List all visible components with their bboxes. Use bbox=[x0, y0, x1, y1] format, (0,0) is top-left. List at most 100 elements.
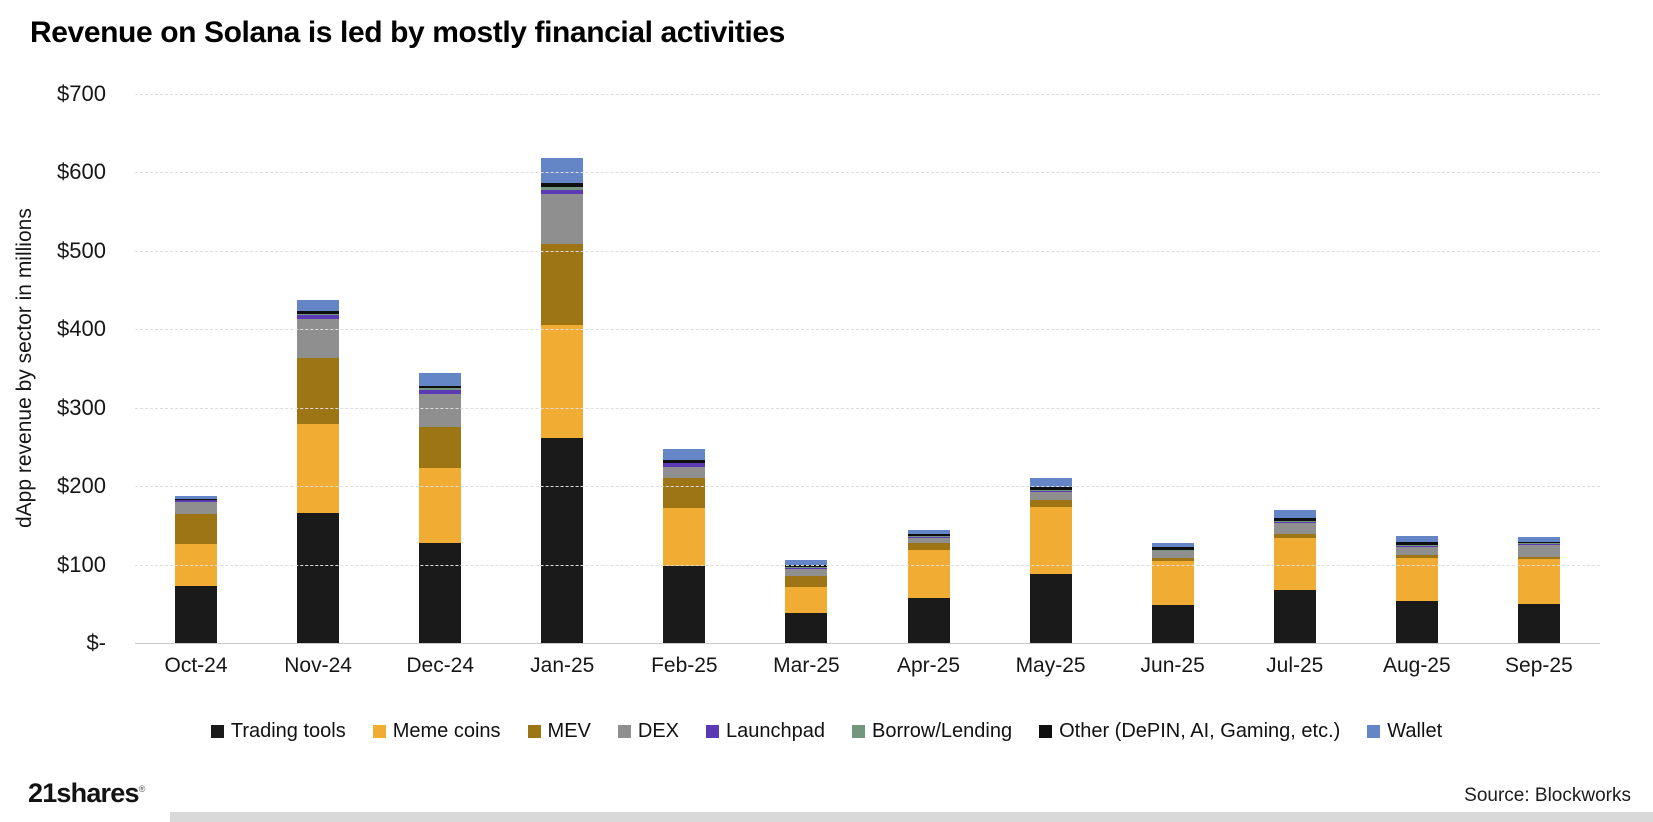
x-tick-label-Dec-24: Dec-24 bbox=[406, 654, 475, 677]
legend-item-dex: DEX bbox=[617, 720, 679, 743]
bar-segment-Jan-25-wallet bbox=[541, 158, 584, 184]
legend-swatch-icon bbox=[210, 725, 224, 738]
bar-segment-Feb-25-wallet bbox=[663, 449, 706, 460]
bar-Oct-24 bbox=[175, 495, 218, 643]
bar-segment-Sep-25-meme-coins bbox=[1517, 559, 1560, 604]
legend-swatch-icon bbox=[527, 725, 541, 738]
bar-segment-Sep-25-launchpad bbox=[1517, 544, 1560, 545]
bar-segment-May-25-launchpad bbox=[1029, 490, 1072, 492]
bar-segment-Nov-24-launchpad bbox=[297, 315, 340, 320]
gridline-400 bbox=[135, 329, 1600, 331]
bar-segment-Apr-25-trading-tools bbox=[907, 598, 950, 643]
gridline-600 bbox=[135, 172, 1600, 174]
legend-swatch-icon bbox=[706, 725, 720, 738]
bar-Apr-25 bbox=[907, 530, 950, 643]
bar-segment-Mar-25-borrow-lending bbox=[785, 566, 828, 568]
bar-segment-Jul-25-borrow-lending bbox=[1273, 521, 1316, 523]
bar-segment-Dec-24-launchpad bbox=[419, 389, 462, 394]
legend-swatch-icon bbox=[617, 725, 631, 738]
bars-container bbox=[135, 94, 1600, 643]
bar-segment-Aug-25-trading-tools bbox=[1395, 601, 1438, 643]
x-tick-label-Oct-24: Oct-24 bbox=[164, 654, 228, 677]
bar-slot-Jan-25 bbox=[501, 94, 623, 643]
y-tick-label-200: $200 bbox=[57, 473, 106, 499]
legend-item-launchpad: Launchpad bbox=[706, 720, 825, 743]
x-tick-label-Sep-25: Sep-25 bbox=[1505, 654, 1573, 677]
bar-segment-Jun-25-dex bbox=[1151, 551, 1194, 559]
bar-Dec-24 bbox=[419, 373, 462, 643]
bar-segment-Dec-24-trading-tools bbox=[419, 543, 462, 643]
bar-slot-Sep-25 bbox=[1478, 94, 1600, 643]
bar-segment-Jul-25-wallet bbox=[1273, 509, 1316, 519]
bar-segment-Sep-25-mev bbox=[1517, 556, 1560, 560]
bar-slot-Mar-25 bbox=[745, 94, 867, 643]
bar-segment-Jan-25-launchpad bbox=[541, 189, 584, 194]
gridline-200 bbox=[135, 486, 1600, 488]
bar-segment-Feb-25-launchpad bbox=[663, 463, 706, 468]
legend-swatch-icon bbox=[372, 725, 386, 738]
bar-segment-Nov-24-borrow-lending bbox=[297, 313, 340, 316]
bar-segment-Nov-24-trading-tools bbox=[297, 512, 340, 643]
bar-segment-Apr-25-mev bbox=[907, 543, 950, 551]
bar-segment-Nov-24-dex bbox=[297, 319, 340, 358]
x-tick-label-May-25: May-25 bbox=[1015, 654, 1086, 677]
x-tick-label-Jan-25: Jan-25 bbox=[530, 654, 595, 677]
bar-segment-Aug-25-mev bbox=[1395, 555, 1438, 559]
legend-item-borrow-lending: Borrow/Lending bbox=[852, 720, 1012, 743]
bar-segment-Feb-25-other-depin-ai-gaming-etc- bbox=[663, 459, 706, 463]
bar-segment-Feb-25-mev bbox=[663, 478, 706, 509]
bar-segment-Apr-25-other-depin-ai-gaming-etc- bbox=[907, 534, 950, 537]
bar-segment-Oct-24-borrow-lending bbox=[175, 499, 218, 501]
bar-segment-Mar-25-meme-coins bbox=[785, 586, 828, 614]
x-tick-label-Jul-25: Jul-25 bbox=[1266, 654, 1324, 677]
legend-item-wallet: Wallet bbox=[1367, 720, 1442, 743]
bar-Aug-25 bbox=[1395, 536, 1438, 643]
bar-slot-Dec-24 bbox=[379, 94, 501, 643]
bar-segment-May-25-wallet bbox=[1029, 477, 1072, 487]
bar-slot-May-25 bbox=[990, 94, 1112, 643]
legend-label: Meme coins bbox=[392, 720, 501, 742]
bar-segment-Jun-25-meme-coins bbox=[1151, 561, 1194, 606]
x-tick-label-Aug-25: Aug-25 bbox=[1382, 654, 1451, 677]
gridline-300 bbox=[135, 407, 1600, 409]
x-axis-tick-labels: Oct-24 Nov-24 Dec-24 Jan-25 Feb-25 Mar-25 Apr-… bbox=[135, 654, 1600, 678]
bar-segment-Jun-25-wallet bbox=[1151, 542, 1194, 548]
bar-Mar-25 bbox=[785, 559, 828, 643]
bar-segment-Jan-25-meme-coins bbox=[541, 324, 584, 439]
bar-segment-May-25-meme-coins bbox=[1029, 507, 1072, 574]
y-tick-label-100: $100 bbox=[57, 551, 106, 577]
bottom-divider-bar bbox=[170, 812, 1653, 822]
registered-mark: ® bbox=[138, 784, 146, 794]
bar-segment-Sep-25-trading-tools bbox=[1517, 603, 1560, 643]
bar-segment-Feb-25-trading-tools bbox=[663, 566, 706, 643]
y-axis-tick-labels: $700 $600 $500 $400 $300 $200 $100 $- bbox=[0, 81, 122, 655]
legend-item-trading-tools: Trading tools bbox=[210, 720, 346, 743]
bar-segment-Sep-25-wallet bbox=[1517, 537, 1560, 542]
bar-segment-Nov-24-other-depin-ai-gaming-etc- bbox=[297, 310, 340, 314]
bar-segment-Apr-25-borrow-lending bbox=[907, 536, 950, 538]
bar-segment-Oct-24-mev bbox=[175, 514, 218, 545]
bar-segment-Jun-25-borrow-lending bbox=[1151, 549, 1194, 551]
legend-label: Borrow/Lending bbox=[872, 720, 1013, 742]
bar-segment-Sep-25-dex bbox=[1517, 545, 1560, 557]
bar-slot-Jun-25 bbox=[1112, 94, 1234, 643]
bar-segment-Jul-25-meme-coins bbox=[1273, 537, 1316, 591]
y-tick-label-0: $- bbox=[86, 630, 106, 655]
bar-segment-Jan-25-other-depin-ai-gaming-etc- bbox=[541, 183, 584, 188]
bar-Jan-25 bbox=[541, 158, 584, 643]
bar-segment-Feb-25-dex bbox=[663, 467, 706, 479]
bar-segment-Jul-25-launchpad bbox=[1273, 522, 1316, 524]
bar-segment-Dec-24-mev bbox=[419, 426, 462, 469]
bar-segment-Dec-24-dex bbox=[419, 393, 462, 427]
bar-segment-Oct-24-other-depin-ai-gaming-etc- bbox=[175, 498, 218, 500]
bar-segment-Mar-25-mev bbox=[785, 576, 828, 587]
legend-label: Other (DePIN, AI, Gaming, etc.) bbox=[1059, 720, 1341, 742]
bar-segment-Nov-24-meme-coins bbox=[297, 424, 340, 513]
bar-slot-Feb-25 bbox=[623, 94, 745, 643]
gridline-100 bbox=[135, 564, 1600, 566]
bar-Sep-25 bbox=[1517, 537, 1560, 643]
bar-slot-Nov-24 bbox=[257, 94, 379, 643]
bar-slot-Apr-25 bbox=[867, 94, 989, 643]
bar-segment-May-25-borrow-lending bbox=[1029, 490, 1072, 491]
legend-label: MEV bbox=[547, 720, 591, 742]
